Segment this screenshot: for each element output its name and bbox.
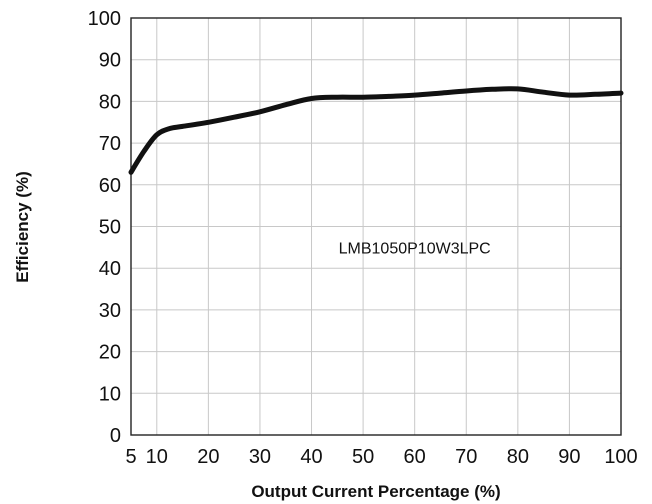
model-annotation: LMB1050P10W3LPC	[339, 240, 491, 257]
x-tick-label: 10	[146, 446, 168, 468]
y-tick-label: 50	[99, 217, 121, 239]
x-tick-label: 100	[604, 446, 637, 468]
x-tick-label: 80	[507, 446, 529, 468]
y-tick-label: 60	[99, 175, 121, 197]
y-tick-label: 0	[110, 425, 121, 447]
x-tick-label: 90	[558, 446, 580, 468]
y-tick-label: 100	[88, 8, 121, 30]
x-tick-label: 20	[197, 446, 219, 468]
y-axis-title: Efficiency (%)	[13, 171, 32, 282]
x-axis-title: Output Current Percentage (%)	[251, 482, 500, 501]
plot-frame	[130, 17, 622, 436]
grid	[130, 17, 622, 436]
x-tick-label: 5	[125, 446, 136, 468]
y-tick-label: 90	[99, 50, 121, 72]
y-axis-ticks: 0 10 20 30 40 50 60 70 80 90 100	[88, 8, 121, 447]
y-tick-label: 30	[99, 300, 121, 322]
y-tick-label: 10	[99, 383, 121, 405]
x-tick-label: 70	[455, 446, 477, 468]
y-tick-label: 70	[99, 133, 121, 155]
x-tick-label: 50	[352, 446, 374, 468]
efficiency-curve	[128, 86, 624, 175]
y-tick-label: 20	[99, 342, 121, 364]
x-tick-label: 60	[404, 446, 426, 468]
x-tick-label: 40	[300, 446, 322, 468]
x-axis-ticks: 5 10 20 30 40 50 60 70 80 90 100	[125, 446, 637, 468]
y-tick-label: 40	[99, 258, 121, 280]
x-tick-label: 30	[249, 446, 271, 468]
y-tick-label: 80	[99, 91, 121, 113]
